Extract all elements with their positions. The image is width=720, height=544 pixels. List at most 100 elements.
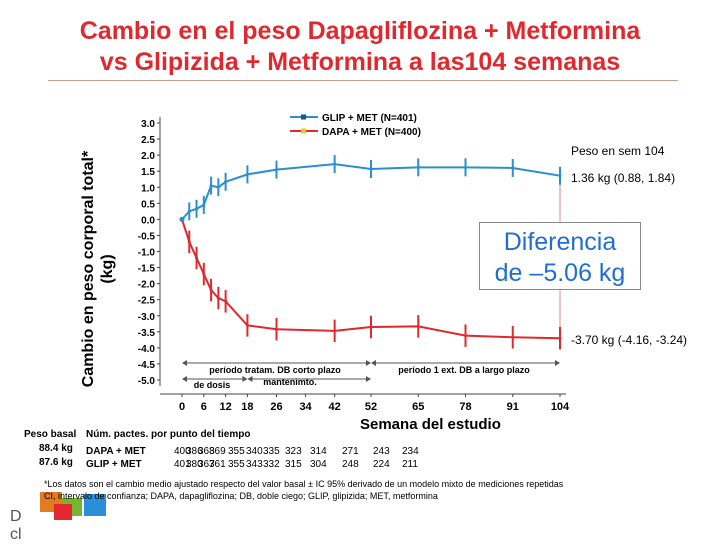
patient-count-cell: 211 [402, 459, 418, 470]
patient-count-cell: 380 [186, 459, 203, 470]
data-point-1 [179, 216, 185, 222]
title-divider [48, 80, 678, 81]
footnote: *Los datos son el cambio medio ajustado … [44, 478, 563, 502]
period-maint-bracket-left-head [247, 376, 253, 382]
x-tick-label: 12 [219, 401, 231, 413]
data-point-0 [416, 165, 420, 169]
data-point-1 [195, 256, 199, 260]
x-axis-title: Semana del estudio [360, 416, 501, 433]
patient-count-cell: 400 [174, 446, 191, 457]
patient-count-cell: 323 [285, 446, 302, 457]
y-tick-label: 2.0 [141, 151, 155, 162]
y-tick-label: 1.5 [141, 167, 155, 178]
y-tick-label: -1.5 [138, 264, 156, 275]
data-point-0 [558, 174, 562, 178]
title-line-2: vs Glipizida + Metformina a las104 seman… [99, 48, 621, 76]
period-db-short-bracket-right-head [366, 360, 371, 366]
data-point-1 [187, 240, 191, 244]
period-maint-bracket-right-head [366, 376, 371, 382]
y-tick-label: -0.5 [138, 231, 156, 242]
y-tick-label: -3.0 [138, 312, 156, 323]
data-point-0 [224, 180, 228, 184]
patient-count-cell: 234 [402, 446, 419, 457]
patient-count-cell: 243 [373, 446, 390, 457]
data-point-1 [209, 288, 213, 292]
week104-label: Peso en sem 104 [571, 144, 665, 158]
legend-marker-0 [301, 114, 306, 120]
period-maint-label: mantenimto. [263, 377, 317, 387]
data-point-1 [202, 272, 206, 276]
y-tick-label: -2.0 [138, 280, 156, 291]
patient-count-cell: 248 [342, 459, 359, 470]
legend-marker-1 [301, 128, 306, 134]
data-point-1 [275, 327, 278, 331]
slide-title: Cambio en el peso Dapagliflozina + Metfo… [20, 16, 700, 78]
patient-count-cell: 368 [198, 446, 215, 457]
footnote-line-1: *Los datos son el cambio medio ajustado … [44, 479, 564, 489]
x-tick-label: 91 [507, 401, 519, 413]
data-point-0 [195, 207, 199, 211]
patient-count-cell: 332 [263, 459, 280, 470]
cut-text-2: cl [10, 526, 22, 543]
x-tick-label: 65 [412, 401, 424, 413]
x-tick-label: 104 [551, 401, 570, 413]
period-ext-long-bracket-left-head [371, 360, 376, 366]
dapa-result: -3.70 kg (-4.16, -3.24) [571, 333, 688, 347]
period-dose-bracket-left-head [182, 376, 187, 382]
data-point-1 [416, 324, 420, 328]
patient-count-cell: 343 [246, 459, 263, 470]
patient-count-cell: 386 [186, 446, 203, 457]
patient-count-cell: 340 [246, 446, 263, 457]
data-point-0 [511, 166, 515, 170]
x-tick-label: 78 [459, 401, 471, 413]
data-point-1 [333, 329, 337, 333]
dapa-basal: 88.4 kg [39, 443, 73, 454]
legend-label-0: GLIP + MET (N=401) [322, 113, 417, 124]
data-point-0 [333, 162, 337, 166]
patient-count-cell: 224 [373, 459, 390, 470]
cut-text-1: D [10, 508, 22, 525]
glip-row-name: GLIP + MET [86, 459, 142, 470]
data-point-1 [224, 299, 228, 303]
period-ext-long-label: período 1 ext. DB a largo plazo [398, 365, 530, 375]
y-tick-label: -4.5 [138, 360, 156, 371]
data-point-0 [369, 167, 373, 171]
difference-line-1: Diferencia [503, 228, 617, 256]
x-tick-label: 18 [241, 401, 253, 413]
data-point-0 [275, 168, 278, 172]
data-point-1 [464, 334, 467, 338]
y-tick-label: 0.0 [141, 215, 155, 226]
patient-count-cell: 315 [285, 459, 302, 470]
data-point-1 [558, 336, 562, 340]
data-point-0 [209, 184, 213, 188]
patient-count-cell: 335 [263, 446, 280, 457]
patient-count-cell: 367 [198, 459, 215, 470]
glip-basal: 87.6 kg [39, 457, 73, 468]
data-point-0 [245, 172, 249, 176]
patient-count-cell: 401 [174, 459, 191, 470]
patient-count-cell: 361 [209, 459, 226, 470]
x-tick-label: 6 [201, 401, 207, 413]
patient-count-cell: 271 [342, 446, 359, 457]
patient-count-cell: 314 [310, 446, 327, 457]
x-tick-label: 34 [299, 401, 312, 413]
patient-count-cell: 369 [209, 446, 226, 457]
logo-block-blue [84, 494, 106, 516]
y-tick-label: 2.5 [141, 135, 155, 146]
title-line-1: Cambio en el peso Dapagliflozina + Metfo… [79, 17, 641, 45]
footnote-line-2: CI, intervalo de confianza; DAPA, dapagl… [44, 491, 438, 501]
patient-count-cell: 304 [310, 459, 327, 470]
patients-header: Núm. pactes. por punto del tiempo [86, 429, 251, 440]
y-tick-label: 1.0 [141, 183, 155, 194]
x-tick-label: 42 [329, 401, 341, 413]
x-tick-label: 0 [179, 401, 185, 413]
logo-block-red [54, 504, 72, 520]
y-axis-title: Cambio en peso corporal total* (kg) [80, 150, 116, 388]
data-point-1 [245, 323, 249, 327]
data-point-1 [511, 335, 515, 339]
patient-count-cell: 355 [228, 446, 245, 457]
y-tick-label: -3.5 [138, 328, 156, 339]
data-point-0 [464, 165, 467, 169]
